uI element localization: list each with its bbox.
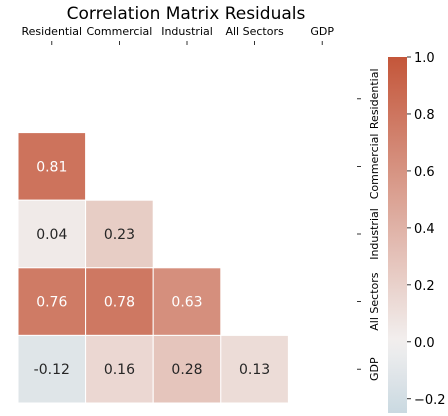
- heatmap-cell: [17, 334, 87, 404]
- heatmap-cells: 0.81 0.04 0.23 0.76 0.78 0.63 -0.12 0.16 0.28 0.1…: [17, 132, 289, 404]
- colorbar-tick-label: 0.6: [414, 165, 435, 180]
- colorbar-tick-label: 0.2: [414, 279, 435, 294]
- cell-value-label: 0.78: [104, 295, 135, 311]
- x-tick-label: Commercial: [87, 25, 153, 38]
- cell-value-label: 0.23: [104, 227, 135, 243]
- heatmap-cell: [17, 267, 87, 336]
- colorbar-gradient: [388, 57, 407, 413]
- y-tick-label: Residential: [368, 69, 381, 130]
- heatmap-cell: [152, 334, 222, 404]
- x-tick-label: Residential: [22, 25, 83, 38]
- colorbar: 1.0 0.8 0.6 0.4 0.2 0.0 −0.2: [388, 51, 446, 413]
- chart-title: Correlation Matrix Residuals: [67, 4, 306, 24]
- heatmap-cell: [220, 334, 289, 404]
- x-tick-label: GDP: [310, 25, 334, 38]
- cell-value-label: 0.63: [171, 295, 202, 311]
- heatmap-cell: [17, 132, 87, 201]
- heatmap-cell: [17, 199, 87, 269]
- y-tick-label: GDP: [368, 357, 381, 381]
- cell-value-label: 0.16: [104, 362, 135, 378]
- colorbar-tick-label: 1.0: [414, 51, 435, 66]
- x-tick-label: Industrial: [161, 25, 213, 38]
- heatmap-cell: [85, 267, 154, 336]
- cell-value-label: 0.04: [36, 227, 67, 243]
- cell-value-label: -0.12: [34, 362, 70, 378]
- colorbar-tick-label: 0.8: [414, 108, 435, 123]
- y-tick-label: All Sectors: [368, 272, 381, 330]
- x-tick-label: All Sectors: [225, 25, 283, 38]
- colorbar-tick-label: −0.2: [414, 393, 446, 408]
- cell-value-label: 0.81: [36, 159, 67, 175]
- cell-value-label: 0.76: [36, 295, 67, 311]
- y-tick-label: Industrial: [368, 208, 381, 260]
- colorbar-tick-label: 0.0: [414, 336, 435, 351]
- cell-value-label: 0.28: [171, 362, 202, 378]
- heatmap-cell: [152, 267, 222, 336]
- heatmap-cell: [85, 334, 154, 404]
- x-tick-labels: Residential Commercial Industrial All Secto…: [22, 25, 334, 45]
- cell-value-label: 0.13: [239, 362, 270, 378]
- y-tick-label: Commercial: [368, 134, 381, 200]
- y-tick-labels: Residential Commercial Industrial All Secto…: [357, 69, 381, 381]
- colorbar-tick-label: 0.4: [414, 222, 435, 237]
